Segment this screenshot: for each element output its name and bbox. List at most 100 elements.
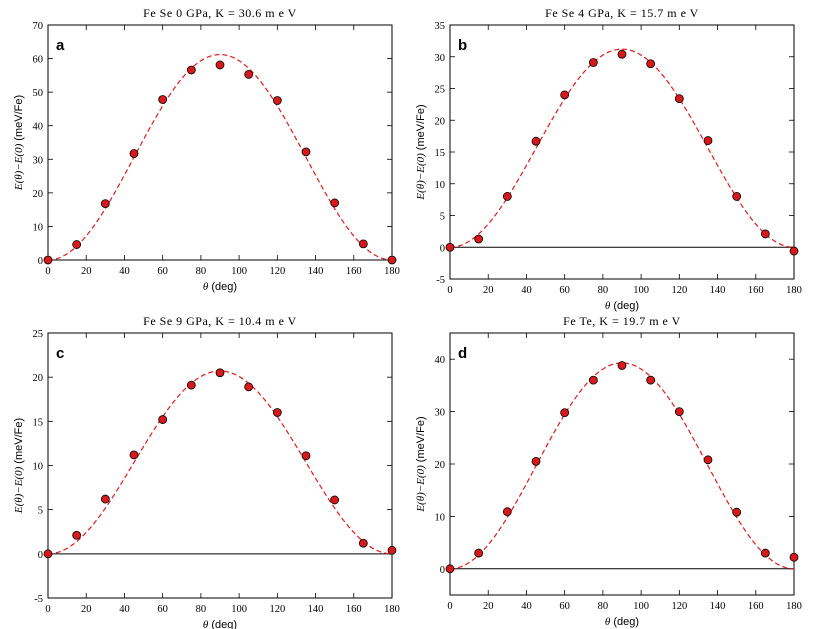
chart-title: Fe Te, K = 19.7 m e V — [563, 314, 681, 328]
y-tick-label: 20 — [435, 116, 446, 127]
x-tick-label: 60 — [559, 601, 570, 612]
data-point — [129, 149, 139, 158]
x-tick-label: 120 — [671, 601, 687, 612]
data-point — [330, 198, 340, 208]
data-point — [100, 199, 110, 209]
data-point — [387, 255, 397, 265]
x-axis-variable: θ — [605, 616, 611, 628]
y-axis-unit: (meV/Fe) — [13, 95, 25, 144]
y-tick-label: 0 — [440, 243, 445, 254]
x-tick-label: 100 — [633, 601, 649, 612]
data-point — [43, 549, 53, 559]
x-tick-label: 100 — [633, 285, 649, 296]
data-point — [703, 136, 713, 145]
data-point — [760, 229, 770, 239]
data-point — [588, 375, 598, 385]
x-tick-label: 180 — [384, 266, 400, 277]
y-tick-label: 0 — [440, 565, 445, 576]
x-tick-label: 20 — [483, 601, 494, 612]
data-point — [358, 239, 368, 249]
y-axis-math: E(θ)−E(0) — [13, 466, 25, 514]
panel-a: 0 20 40 60 80 100 120 140 160 180 0 10 20 30 40 50 60 70 F… — [13, 6, 400, 293]
data-point — [301, 451, 311, 461]
y-axis-unit: (meV/Fe) — [415, 416, 427, 465]
data-point — [674, 94, 684, 104]
x-tick-label: 80 — [196, 604, 207, 615]
x-tick-label: 160 — [346, 266, 362, 277]
x-tick-label: 160 — [748, 601, 764, 612]
data-point — [215, 60, 225, 70]
y-axis-label: E(θ)−E(0) (meV/Fe) — [415, 104, 427, 200]
panel-letter: b — [458, 37, 467, 54]
y-tick-label: 60 — [33, 55, 44, 66]
data-point — [789, 246, 799, 256]
y-tick-label: 20 — [33, 373, 44, 384]
data-point — [617, 361, 627, 370]
x-tick-label: 180 — [786, 285, 802, 296]
data-point — [531, 136, 541, 146]
x-tick-label: 20 — [483, 285, 494, 296]
x-axis-label: θ (deg) — [203, 281, 237, 293]
data-point — [760, 548, 770, 558]
y-tick-label: 0 — [38, 550, 43, 561]
data-point — [272, 408, 282, 417]
data-point — [43, 255, 53, 265]
x-tick-label: 0 — [45, 266, 50, 277]
y-tick-label: 20 — [33, 189, 44, 200]
y-axis-label: E(θ)−E(0) (meV/Fe) — [13, 95, 25, 191]
x-tick-label: 120 — [671, 285, 687, 296]
x-tick-label: 80 — [598, 285, 609, 296]
x-tick-label: 120 — [269, 266, 285, 277]
data-point — [387, 545, 397, 555]
fit-curve — [47, 53, 393, 261]
y-tick-label: 15 — [33, 417, 44, 428]
x-tick-label: 180 — [786, 601, 802, 612]
panel-letter: d — [458, 345, 467, 362]
chart-title: Fe Se 0 GPa, K = 30.6 m e V — [143, 6, 297, 20]
data-point — [72, 240, 82, 249]
data-point — [358, 538, 368, 548]
x-axis-variable: θ — [203, 281, 209, 293]
x-tick-label: 140 — [710, 285, 726, 296]
chart-title: Fe Se 4 GPa, K = 15.7 m e V — [545, 6, 699, 20]
plot-frame — [449, 332, 795, 596]
y-tick-label: 10 — [435, 512, 446, 523]
data-point — [215, 368, 225, 378]
data-point — [646, 59, 656, 69]
x-tick-label: 100 — [231, 604, 247, 615]
x-tick-label: 100 — [231, 266, 247, 277]
y-tick-label: 25 — [435, 85, 446, 96]
data-point — [474, 234, 484, 244]
data-point — [186, 380, 196, 390]
data-point — [531, 456, 541, 466]
y-tick-label: 30 — [33, 155, 44, 166]
data-point — [588, 58, 598, 67]
x-tick-label: 160 — [748, 285, 764, 296]
y-tick-label: 10 — [435, 180, 446, 191]
data-point — [244, 69, 254, 79]
data-point — [502, 507, 512, 517]
data-point — [560, 90, 570, 100]
data-point — [474, 548, 484, 558]
x-tick-label: 60 — [157, 604, 168, 615]
y-axis-unit: (meV/Fe) — [13, 418, 25, 467]
x-tick-label: 140 — [710, 601, 726, 612]
y-tick-label: -5 — [436, 275, 445, 286]
data-point — [646, 375, 656, 385]
y-tick-label: 15 — [435, 148, 446, 159]
x-tick-label: 40 — [521, 285, 532, 296]
y-tick-label: 50 — [33, 88, 44, 99]
x-tick-label: 140 — [308, 604, 324, 615]
y-axis-math: E(θ)−E(0) — [415, 153, 427, 201]
x-tick-label: 60 — [157, 266, 168, 277]
x-tick-label: 40 — [521, 601, 532, 612]
y-tick-label: 40 — [33, 122, 44, 133]
x-axis-variable: θ — [203, 619, 209, 629]
y-tick-label: 35 — [435, 21, 446, 32]
data-point — [674, 407, 684, 417]
x-axis-label: θ (deg) — [605, 616, 639, 628]
x-tick-label: 0 — [447, 285, 452, 296]
chart-title: Fe Se 9 GPa, K = 10.4 m e V — [143, 314, 297, 328]
panel-b: 0 20 40 60 80 100 120 140 160 180-505101520253035… — [415, 6, 802, 312]
